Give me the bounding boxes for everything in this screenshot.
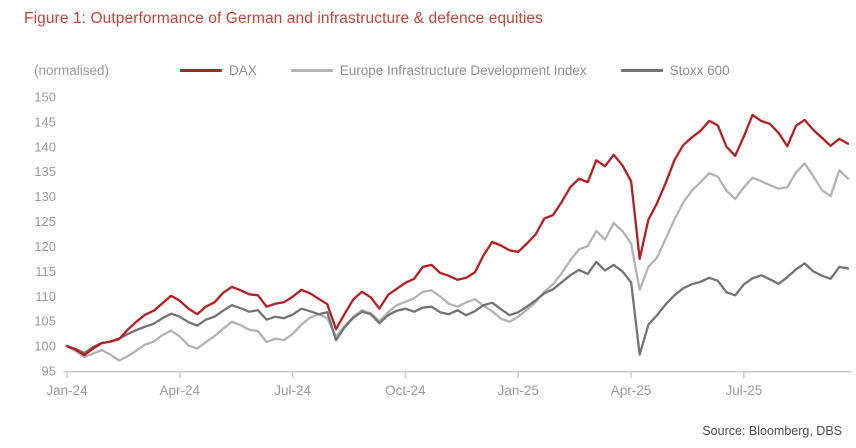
y-axis-tick-label: 100 xyxy=(34,339,56,354)
axis-unit-label: (normalised) xyxy=(34,63,110,78)
figure-title: Figure 1: Outperformance of German and i… xyxy=(24,10,543,27)
legend-item-dax: DAX xyxy=(180,63,257,78)
dax-line xyxy=(65,113,850,357)
x-axis-tick-label: Jan-24 xyxy=(46,383,88,398)
y-axis-tick-label: 150 xyxy=(34,90,56,105)
x-axis-tick-label: Oct-24 xyxy=(385,383,426,398)
y-axis-tick-label: 95 xyxy=(42,364,56,379)
legend-label-infrastructure-index: Europe Infrastructure Development Index xyxy=(339,63,587,78)
y-axis-tick-label: 105 xyxy=(34,314,56,329)
y-axis-tick-label: 115 xyxy=(35,264,56,279)
y-axis-tick-label: 125 xyxy=(34,214,56,229)
y-axis-tick-label: 120 xyxy=(34,239,56,254)
x-axis-tick-label: Apr-25 xyxy=(611,383,652,398)
legend-label-dax: DAX xyxy=(229,63,257,78)
y-axis-tick-label: 140 xyxy=(34,139,56,154)
chart-legend: DAX Europe Infrastructure Development In… xyxy=(180,63,730,78)
legend-item-infrastructure-index: Europe Infrastructure Development Index xyxy=(290,63,587,78)
europe-infrastructure-development-index-line xyxy=(65,162,850,362)
infrastructure-line-swatch xyxy=(290,69,333,72)
y-axis-tick-label: 110 xyxy=(35,289,56,304)
x-axis-tick-label: Jul-24 xyxy=(274,383,311,398)
source-note: Source: Bloomberg, DBS xyxy=(702,424,842,438)
legend-label-stoxx-600: Stoxx 600 xyxy=(669,63,730,78)
legend-item-stoxx-600: Stoxx 600 xyxy=(620,63,730,78)
y-axis-tick-label: 145 xyxy=(34,114,56,129)
stoxx-600-line xyxy=(65,260,850,356)
x-axis-tick-label: Jul-25 xyxy=(725,383,762,398)
x-axis-tick-label: Jan-25 xyxy=(498,383,539,398)
x-axis-tick-label: Apr-24 xyxy=(160,383,201,398)
y-axis-tick-label: 135 xyxy=(34,164,56,179)
y-axis-tick-label: 130 xyxy=(34,189,56,204)
dax-line-swatch xyxy=(180,69,222,72)
stoxx-600-line-swatch xyxy=(620,69,663,72)
